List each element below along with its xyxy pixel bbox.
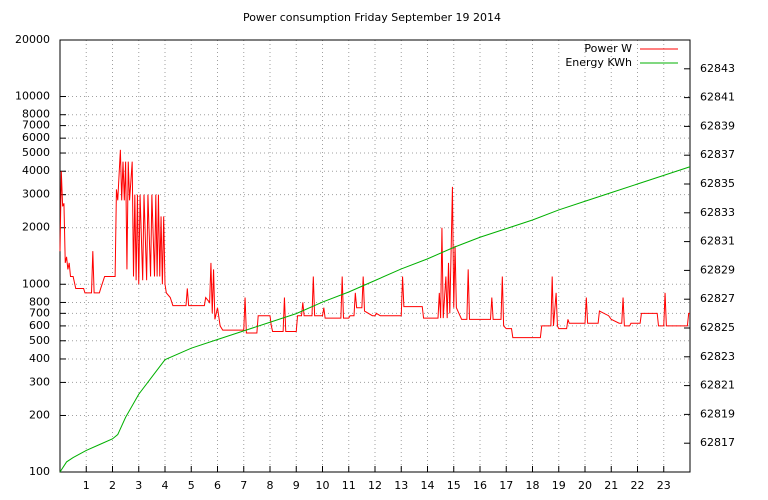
y2-tick-label: 62825 [700, 321, 735, 334]
x-tick-label: 7 [240, 479, 247, 492]
x-tick-label: 20 [578, 479, 592, 492]
y2-tick-label: 62831 [700, 235, 735, 248]
x-tick-label: 1 [83, 479, 90, 492]
y-tick-label: 20000 [15, 33, 50, 46]
x-tick-label: 22 [631, 479, 645, 492]
y2-tick-label: 62843 [700, 62, 735, 75]
y-tick-label: 600 [29, 319, 50, 332]
y2-tick-label: 62829 [700, 263, 735, 276]
x-tick-label: 19 [552, 479, 566, 492]
x-tick-label: 3 [135, 479, 142, 492]
x-tick-label: 4 [162, 479, 169, 492]
y-tick-label: 5000 [22, 146, 50, 159]
data-line [59, 149, 690, 339]
y2-tick-label: 62821 [700, 379, 735, 392]
x-tick-label: 18 [526, 479, 540, 492]
y-tick-label: 6000 [22, 131, 50, 144]
data-line [59, 166, 691, 473]
x-tick-label: 10 [316, 479, 330, 492]
y-tick-label: 500 [29, 334, 50, 347]
x-tick-label: 11 [342, 479, 356, 492]
y-tick-label: 200 [29, 408, 50, 421]
y2-tick-label: 62833 [700, 206, 735, 219]
y2-tick-label: 62823 [700, 350, 735, 363]
x-tick-label: 9 [293, 479, 300, 492]
x-tick-label: 15 [447, 479, 461, 492]
x-tick-label: 14 [421, 479, 435, 492]
x-tick-label: 17 [499, 479, 513, 492]
y-tick-label: 8000 [22, 108, 50, 121]
y-tick-label: 7000 [22, 119, 50, 132]
x-tick-label: 21 [604, 479, 618, 492]
legend-label: Energy KWh [565, 56, 632, 69]
y-tick-label: 10000 [15, 90, 50, 103]
y-tick-label: 700 [29, 306, 50, 319]
y-tick-label: 1000 [22, 277, 50, 290]
legend-label: Power W [584, 42, 632, 55]
x-tick-label: 8 [267, 479, 274, 492]
y2-tick-label: 62841 [700, 91, 735, 104]
x-tick-label: 6 [214, 479, 221, 492]
y-tick-label: 800 [29, 295, 50, 308]
y-tick-label: 3000 [22, 188, 50, 201]
x-tick-label: 23 [657, 479, 671, 492]
y-tick-label: 4000 [22, 164, 50, 177]
x-tick-label: 13 [394, 479, 408, 492]
x-tick-label: 5 [188, 479, 195, 492]
y-tick-label: 2000 [22, 221, 50, 234]
x-tick-label: 2 [109, 479, 116, 492]
y-tick-label: 100 [29, 465, 50, 478]
y2-tick-label: 62839 [700, 119, 735, 132]
y2-tick-label: 62837 [700, 148, 735, 161]
chart-title: Power consumption Friday September 19 20… [243, 11, 501, 24]
x-tick-label: 12 [368, 479, 382, 492]
y2-tick-label: 62817 [700, 436, 735, 449]
plot-border [59, 39, 691, 473]
y2-tick-label: 62827 [700, 292, 735, 305]
y-tick-label: 400 [29, 352, 50, 365]
x-tick-label: 16 [473, 479, 487, 492]
y-tick-label: 300 [29, 375, 50, 388]
y2-tick-label: 62835 [700, 177, 735, 190]
y2-tick-label: 62819 [700, 407, 735, 420]
